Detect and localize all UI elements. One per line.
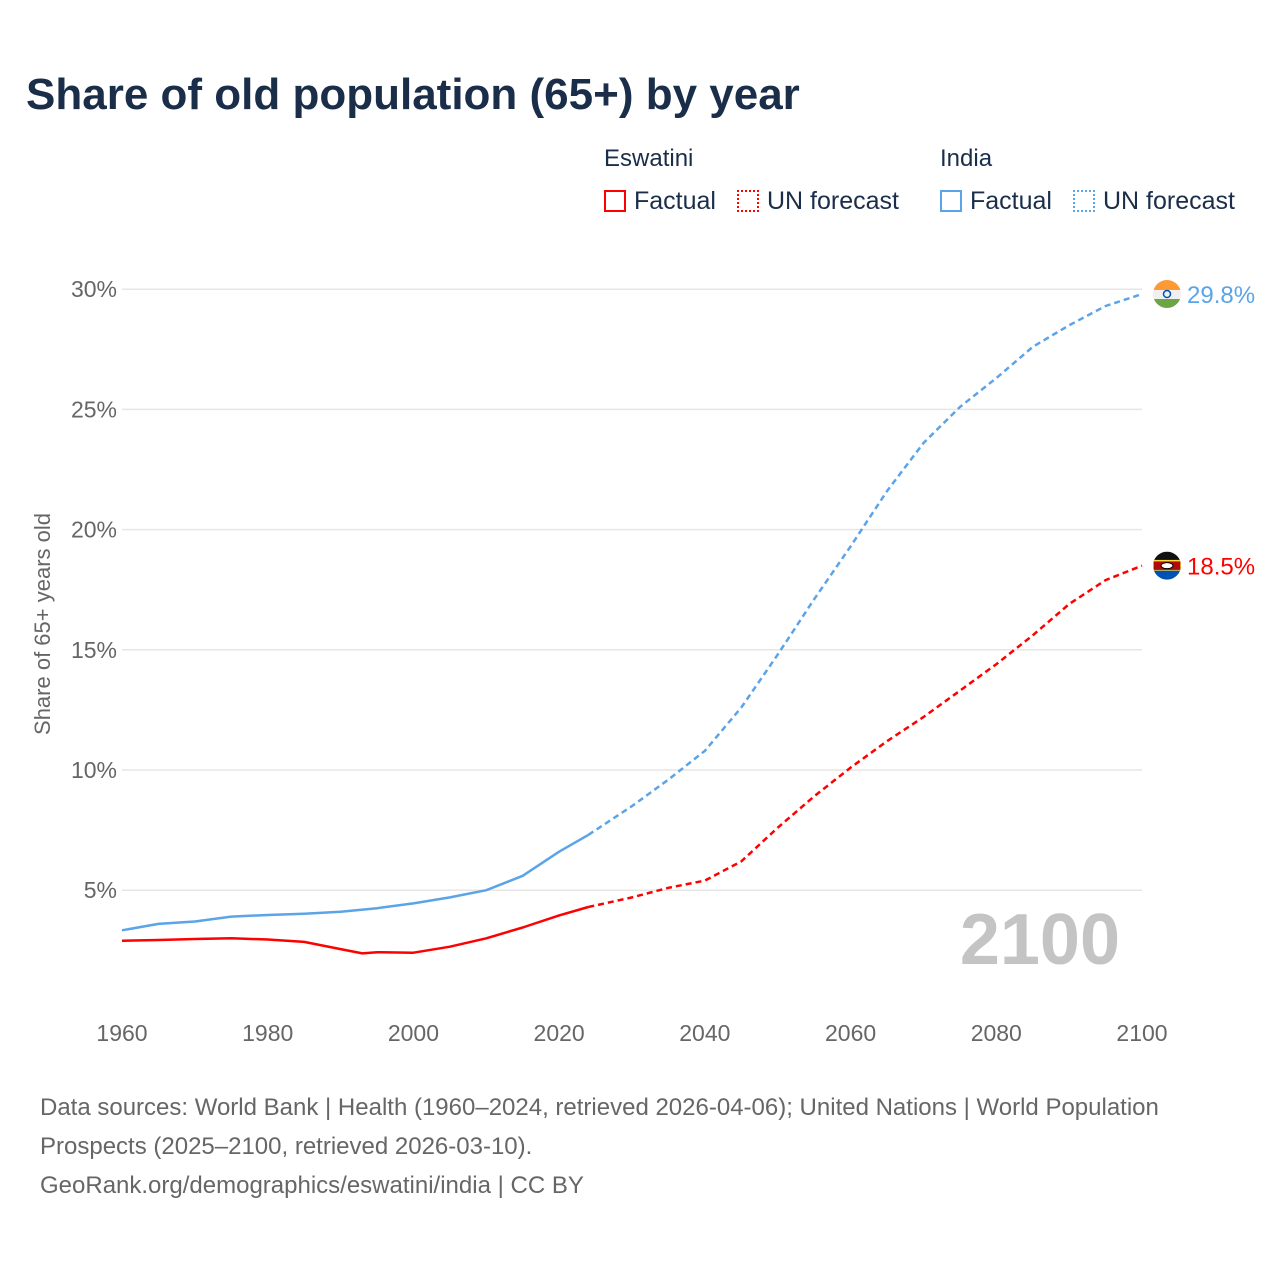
year-watermark: 2100 bbox=[960, 900, 1120, 980]
eswatini-factual-line bbox=[121, 905, 589, 955]
x-tick-label: 2060 bbox=[825, 1020, 876, 1046]
legend-label: UN forecast bbox=[767, 187, 899, 215]
india-forecast-line bbox=[587, 292, 1143, 836]
eswatini-end-label: 18.5% bbox=[1187, 554, 1255, 581]
legend-india-factual[interactable]: Factual bbox=[940, 187, 1052, 216]
legend-swatch-solid bbox=[604, 190, 626, 212]
legend-group-india: India bbox=[940, 145, 993, 172]
y-axis-label: Share of 65+ years old bbox=[30, 513, 55, 735]
footer: Data sources: World Bank | Health (1960–… bbox=[40, 1088, 1240, 1205]
legend-eswatini-factual[interactable]: Factual bbox=[604, 187, 716, 216]
legend-swatch-solid bbox=[940, 190, 962, 212]
source-link[interactable]: GeoRank.org/demographics/eswatini/india … bbox=[40, 1172, 584, 1199]
india-factual-line bbox=[121, 833, 589, 932]
legend-swatch-dotted bbox=[737, 190, 759, 212]
eswatini-forecast-line bbox=[588, 564, 1143, 909]
y-tick-label: 20% bbox=[71, 517, 117, 543]
y-tick-label: 5% bbox=[84, 877, 117, 903]
x-tick-label: 1980 bbox=[242, 1020, 293, 1046]
legend-swatch-dotted bbox=[1073, 190, 1095, 212]
india-flag-icon bbox=[1153, 280, 1181, 309]
legend-label: Factual bbox=[970, 187, 1052, 215]
y-tick-label: 30% bbox=[71, 276, 117, 302]
x-tick-label: 2100 bbox=[1116, 1020, 1167, 1046]
legend-india-forecast[interactable]: UN forecast bbox=[1073, 187, 1235, 216]
y-tick-label: 15% bbox=[71, 637, 117, 663]
x-tick-label: 2020 bbox=[534, 1020, 585, 1046]
india-end-label: 29.8% bbox=[1187, 282, 1255, 309]
y-tick-label: 10% bbox=[71, 757, 117, 783]
y-tick-label: 25% bbox=[71, 396, 117, 422]
x-tick-label: 2080 bbox=[971, 1020, 1022, 1046]
x-tick-label: 2040 bbox=[679, 1020, 730, 1046]
legend-label: Factual bbox=[634, 187, 716, 215]
data-sources: Data sources: World Bank | Health (1960–… bbox=[40, 1094, 1159, 1160]
legend-label: UN forecast bbox=[1103, 187, 1235, 215]
x-tick-label: 2000 bbox=[388, 1020, 439, 1046]
legend-eswatini-forecast[interactable]: UN forecast bbox=[737, 187, 899, 216]
legend-group-eswatini: Eswatini bbox=[604, 145, 694, 172]
eswatini-flag-icon bbox=[1153, 551, 1181, 580]
x-tick-label: 1960 bbox=[96, 1020, 147, 1046]
chart-title: Share of old population (65+) by year bbox=[26, 70, 800, 119]
